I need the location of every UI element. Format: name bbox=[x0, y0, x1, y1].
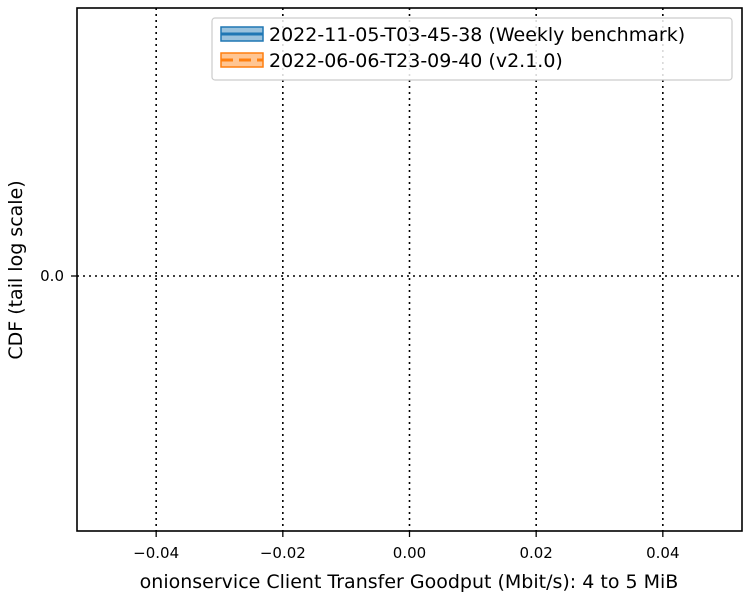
legend-label: 2022-06-06-T23-09-40 (v2.1.0) bbox=[269, 50, 563, 72]
x-axis-label: onionservice Client Transfer Goodput (Mb… bbox=[140, 571, 679, 593]
grid-layer bbox=[77, 8, 742, 531]
y-axis-label: CDF (tail log scale) bbox=[5, 180, 27, 359]
y-tick-label: 0.0 bbox=[40, 267, 64, 285]
x-tick-label: 0.00 bbox=[393, 544, 426, 562]
legend-box bbox=[211, 17, 733, 81]
x-tick-label: 0.02 bbox=[519, 544, 552, 562]
legend-label: 2022-11-05-T03-45-38 (Weekly benchmark) bbox=[269, 24, 685, 46]
ticks-layer: −0.04 −0.02 0.00 0.02 0.04 0.0 bbox=[40, 267, 679, 562]
x-tick-label: −0.02 bbox=[260, 544, 306, 562]
legend: 2022-11-05-T03-45-38 (Weekly benchmark) 2… bbox=[211, 17, 733, 81]
x-tick-label: −0.04 bbox=[133, 544, 179, 562]
x-tick-label: 0.04 bbox=[646, 544, 679, 562]
